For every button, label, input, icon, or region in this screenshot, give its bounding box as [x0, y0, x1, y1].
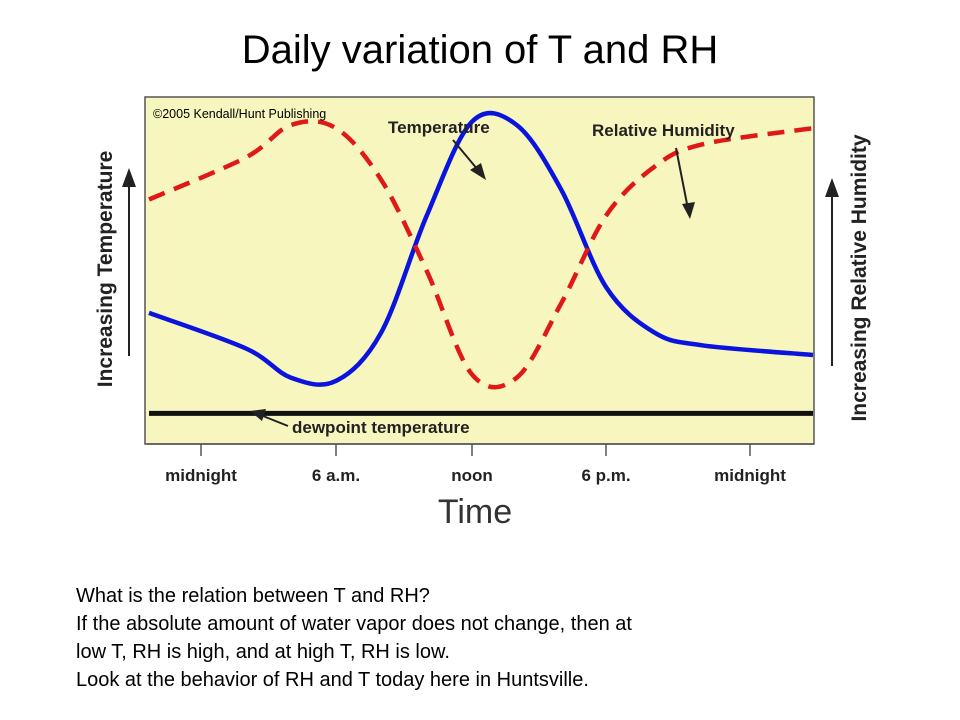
arrowhead-temperature	[470, 163, 486, 180]
arrow-up-icon	[825, 178, 839, 197]
note-line: low T, RH is high, and at high T, RH is …	[76, 641, 450, 663]
annotation-relative-humidity: Relative Humidity	[592, 121, 735, 140]
copyright-text: ©2005 Kendall/Hunt Publishing	[153, 107, 326, 121]
arrowhead-dewpoint	[250, 409, 266, 421]
x-tick-label: midnight	[165, 466, 237, 485]
series-line-temperature	[148, 110, 814, 387]
arrow-up-icon	[122, 168, 136, 187]
diurnal-chart: midnight 6 a.m. noon 6 p.m. midnight ©2005 K…	[94, 96, 871, 531]
y-axis-label-right: Increasing Relative Humidity	[848, 134, 871, 421]
note-line: Look at the behavior of RH and T today h…	[76, 669, 589, 691]
x-tick-label: 6 p.m.	[581, 466, 630, 485]
note-line: What is the relation between T and RH?	[76, 585, 430, 607]
x-tick-label: noon	[451, 466, 493, 485]
note-line: If the absolute amount of water vapor do…	[76, 613, 632, 635]
x-axis: midnight 6 a.m. noon 6 p.m. midnight	[147, 443, 814, 485]
y-axis-label-left: Increasing Temperature	[94, 151, 117, 388]
plot-area	[144, 96, 815, 445]
pointer-dewpoint	[262, 415, 289, 427]
annotation-dewpoint: dewpoint temperature	[292, 418, 470, 437]
x-tick-label: 6 a.m.	[312, 466, 360, 485]
pointer-relative-humidity	[675, 147, 688, 205]
x-axis-title: Time	[438, 493, 512, 531]
slide-notes: What is the relation between T and RH? I…	[76, 582, 936, 694]
arrowhead-relative-humidity	[682, 202, 695, 219]
series-line-relative-humidity	[148, 119, 814, 390]
pointer-temperature	[452, 139, 479, 171]
slide-title: Daily variation of T and RH	[241, 28, 719, 72]
annotation-temperature: Temperature	[388, 118, 490, 137]
x-tick-label: midnight	[714, 466, 786, 485]
